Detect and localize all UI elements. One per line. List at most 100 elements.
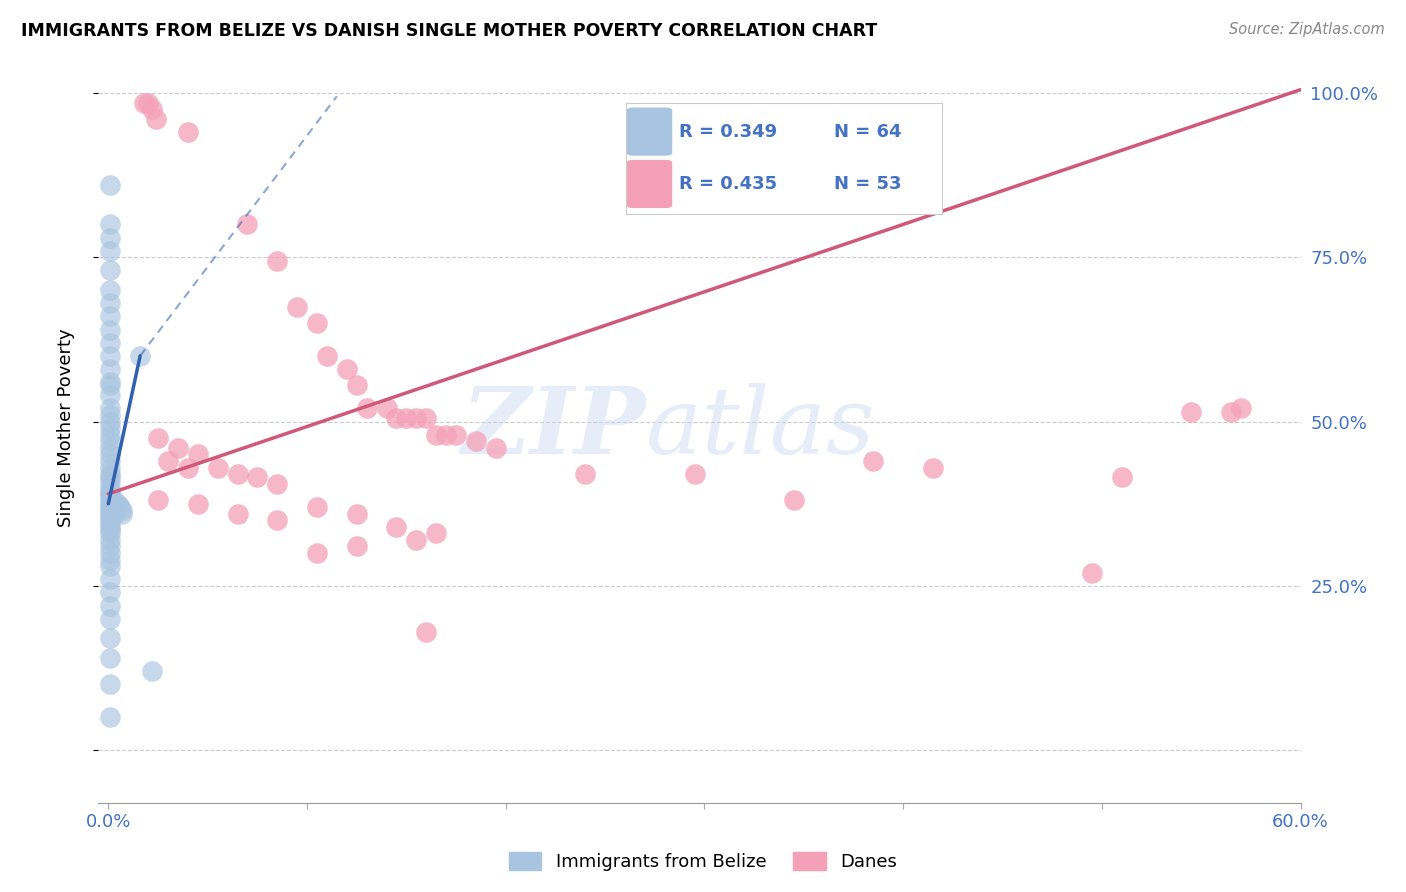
Point (98, 526, 121, 541)
Point (1081, 566, 1104, 580)
Point (177, 460, 200, 475)
Point (103, 493, 125, 508)
Point (98, 427, 121, 442)
Point (98, 454, 121, 468)
Point (98, 632, 121, 646)
Point (683, 467, 706, 482)
Text: N = 64: N = 64 (835, 122, 903, 141)
Point (385, 411, 408, 425)
Point (98, 401, 121, 416)
Point (110, 500, 132, 514)
Text: atlas: atlas (645, 384, 875, 473)
Point (129, 349, 152, 363)
Point (98, 599, 121, 613)
Point (305, 316, 328, 330)
Point (98, 415, 121, 429)
Point (356, 401, 378, 416)
Point (465, 434, 488, 449)
Y-axis label: Single Mother Poverty: Single Mother Poverty (56, 329, 75, 527)
Point (187, 497, 209, 511)
Point (98, 480, 121, 494)
Point (98, 503, 121, 517)
FancyBboxPatch shape (627, 161, 672, 208)
Point (134, 95, 156, 110)
Point (98, 540, 121, 554)
Point (98, 516, 121, 531)
Point (98, 483, 121, 498)
Point (98, 612, 121, 626)
Point (1230, 401, 1253, 416)
Point (305, 500, 328, 514)
Point (98, 572, 121, 586)
Point (136, 95, 159, 110)
Point (574, 467, 596, 482)
Point (146, 431, 169, 445)
Point (98, 487, 121, 501)
Point (98, 322, 121, 336)
Point (415, 624, 437, 639)
Point (98, 710, 121, 724)
Point (156, 454, 179, 468)
Point (375, 401, 398, 416)
Point (226, 467, 249, 482)
Point (385, 520, 408, 534)
Point (316, 349, 339, 363)
Point (146, 493, 169, 508)
Point (98, 349, 121, 363)
Point (266, 513, 288, 527)
Point (141, 103, 163, 117)
Point (98, 375, 121, 389)
Point (98, 218, 121, 232)
Point (425, 526, 447, 541)
Point (187, 447, 209, 461)
Point (405, 411, 427, 425)
Point (98, 559, 121, 574)
Point (98, 296, 121, 310)
Point (98, 546, 121, 560)
Point (444, 427, 467, 442)
Point (415, 411, 437, 425)
Point (336, 362, 359, 376)
Point (98, 310, 121, 324)
Point (98, 500, 121, 514)
Point (485, 441, 508, 455)
Point (141, 665, 163, 679)
Point (98, 178, 121, 192)
Point (98, 520, 121, 534)
Point (98, 533, 121, 547)
Text: IMMIGRANTS FROM BELIZE VS DANISH SINGLE MOTHER POVERTY CORRELATION CHART: IMMIGRANTS FROM BELIZE VS DANISH SINGLE … (21, 22, 877, 40)
Point (98, 244, 121, 258)
Point (107, 497, 129, 511)
Point (98, 434, 121, 449)
Point (98, 507, 121, 521)
Point (922, 460, 945, 475)
Point (98, 509, 121, 524)
Text: ZIP: ZIP (461, 384, 645, 473)
Point (98, 552, 121, 566)
Point (98, 283, 121, 297)
Point (783, 493, 806, 508)
Point (862, 454, 884, 468)
Point (98, 523, 121, 537)
Point (98, 677, 121, 691)
Text: N = 53: N = 53 (835, 175, 903, 193)
Text: R = 0.349: R = 0.349 (679, 122, 778, 141)
Point (98, 335, 121, 350)
Point (226, 507, 249, 521)
Point (405, 533, 427, 547)
Point (167, 441, 190, 455)
Point (111, 503, 134, 517)
Point (98, 470, 121, 484)
Point (285, 300, 308, 314)
Point (98, 408, 121, 422)
Point (177, 125, 200, 139)
Text: R = 0.435: R = 0.435 (679, 175, 778, 193)
Point (98, 474, 121, 488)
Point (98, 362, 121, 376)
Point (246, 470, 269, 484)
Point (266, 477, 288, 491)
Point (98, 421, 121, 435)
Point (395, 411, 418, 425)
Point (236, 218, 259, 232)
Point (98, 447, 121, 461)
